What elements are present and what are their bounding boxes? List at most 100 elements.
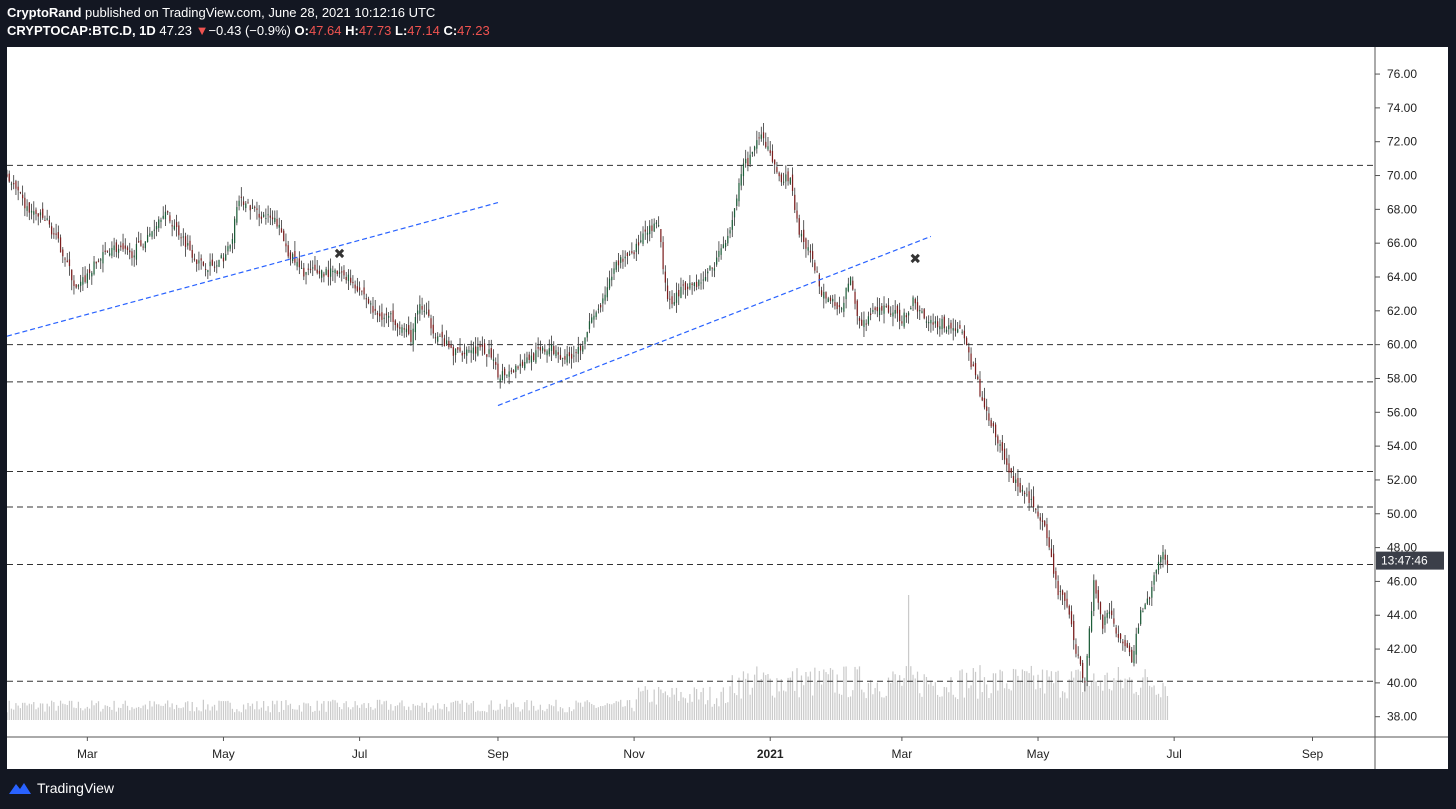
candle-body (394, 320, 396, 326)
volume-bar (646, 689, 649, 720)
volume-bar (1021, 669, 1024, 720)
price-chart[interactable]: 76.00 74.00 72.00 70.00 68.00 66.00 64.00 62.00… (7, 47, 1448, 769)
volume-bar (1046, 670, 1048, 720)
countdown-badge (1376, 551, 1444, 570)
volume-bar (46, 703, 48, 720)
open-value: 47.64 (308, 23, 342, 38)
candle-body (198, 260, 200, 264)
volume-bar (91, 700, 93, 720)
candle-body (292, 253, 294, 261)
candle-body (365, 298, 367, 300)
candle-body (649, 225, 651, 235)
candle-body (771, 151, 774, 162)
candle-body (173, 225, 175, 230)
candle-body (213, 266, 216, 268)
candle-body (707, 271, 709, 274)
volume-bar (374, 708, 376, 720)
candle-body (928, 322, 930, 324)
candle-body (106, 250, 109, 252)
volume-bar (803, 685, 805, 720)
volume-bar (745, 678, 747, 720)
candle-body (890, 313, 892, 315)
candle-body (546, 351, 548, 356)
candle-body (495, 361, 497, 365)
candle-body (1153, 575, 1155, 585)
volume-bar (283, 709, 285, 720)
volume-bar (729, 686, 731, 720)
candle-body (352, 281, 354, 284)
volume-bar (256, 701, 258, 720)
volume-bar (669, 697, 671, 720)
y-tick-label: 58.00 (1387, 371, 1417, 385)
volume-bar (372, 709, 374, 720)
volume-bar (42, 703, 44, 720)
volume-bar (26, 705, 28, 720)
volume-bar (1035, 689, 1037, 720)
candle-body (35, 209, 37, 214)
candle-body (479, 345, 481, 348)
x-tick-label: Mar (892, 747, 913, 761)
candle-body (129, 250, 131, 253)
volume-bar (812, 695, 814, 720)
candle-body (256, 208, 258, 210)
volume-bar (887, 677, 890, 720)
candle-body (584, 337, 586, 345)
candle-body (910, 307, 912, 310)
candle-body (651, 225, 653, 231)
candle-body (925, 321, 928, 323)
volume-bar (477, 710, 479, 720)
candle-body (919, 309, 921, 312)
volume-bar (309, 706, 312, 720)
candle-body (1006, 458, 1008, 465)
candle-body (432, 324, 434, 334)
volume-bar (541, 710, 544, 720)
footer-brand[interactable]: TradingView (8, 780, 114, 796)
candle-body (1128, 645, 1131, 653)
volume-bar (658, 687, 660, 720)
candle-body (477, 346, 479, 356)
candle-body (285, 243, 287, 247)
volume-bar (713, 703, 716, 720)
volume-bar (158, 704, 160, 720)
candle-body (1064, 592, 1066, 601)
volume-bar (265, 710, 267, 720)
volume-bar (167, 700, 169, 720)
volume-bar (8, 700, 10, 720)
candle-body (841, 308, 843, 310)
candle-body (242, 201, 245, 205)
candle-body (865, 323, 867, 325)
candle-body (354, 284, 356, 289)
volume-bar (843, 666, 845, 720)
candle-body (457, 347, 459, 350)
countdown-label: 13:47:46 (1381, 554, 1428, 568)
volume-bar (874, 688, 876, 720)
volume-bar (809, 671, 812, 720)
volume-bar (1048, 676, 1050, 720)
candle-body (843, 302, 845, 312)
candle-body (151, 231, 153, 237)
chart-frame[interactable]: 76.00 74.00 72.00 70.00 68.00 66.00 64.00 62.00… (7, 47, 1448, 769)
candle-body (691, 283, 693, 285)
volume-bar (943, 686, 945, 720)
candle-body (1142, 611, 1144, 613)
volume-bar (988, 697, 990, 720)
candle-body (30, 210, 33, 213)
candle-body (187, 243, 189, 246)
candle-body (555, 350, 557, 357)
candle-body (22, 194, 24, 199)
volume-bar (1157, 693, 1160, 720)
candle-body (977, 376, 979, 380)
volume-bar (820, 684, 823, 720)
volume-bar (84, 708, 86, 720)
candle-body (367, 298, 370, 304)
volume-bar (33, 702, 35, 720)
volume-bar (707, 700, 709, 720)
publisher-name[interactable]: CryptoRand (7, 5, 82, 20)
volume-bar (852, 690, 854, 720)
candle-body (1082, 662, 1084, 679)
volume-bar (1142, 677, 1144, 720)
volume-bar (345, 701, 347, 720)
candle-body (102, 252, 104, 264)
candle-body (55, 233, 57, 235)
candle-body (970, 353, 972, 367)
